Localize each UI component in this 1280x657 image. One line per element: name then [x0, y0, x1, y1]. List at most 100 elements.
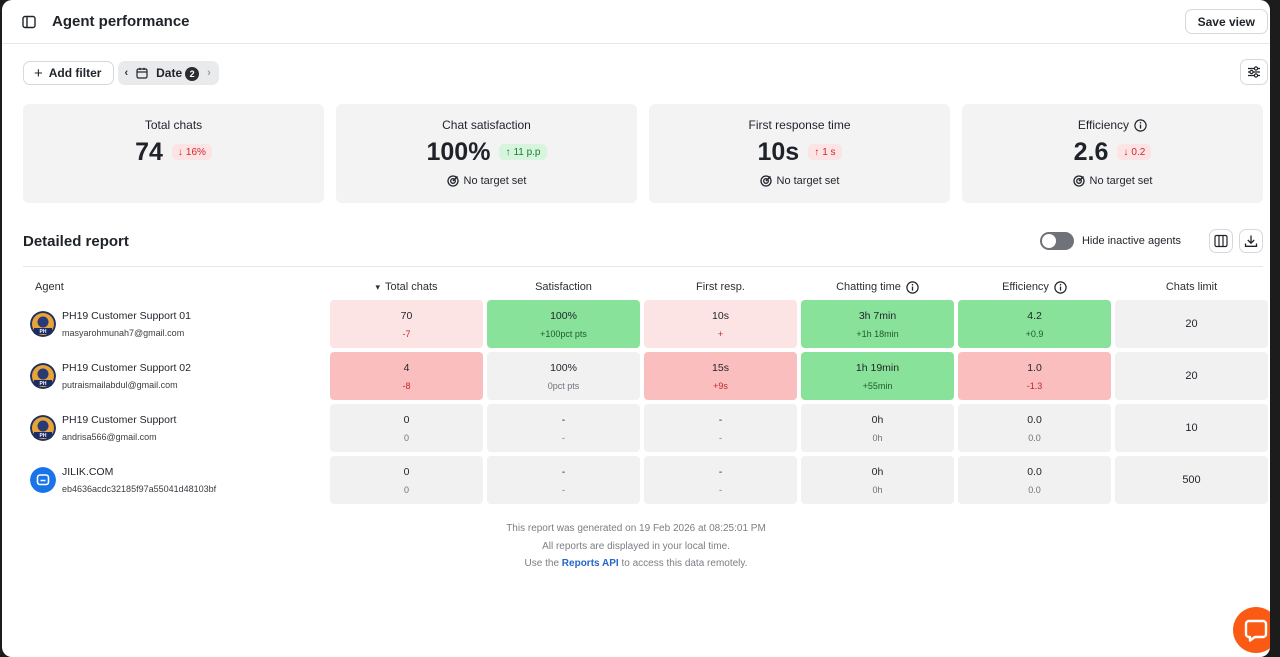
metric-cell-efficiency: 0.0 0.0 [958, 404, 1111, 452]
save-view-button[interactable]: Save view [1184, 9, 1268, 34]
metric-cell-chatting-time: 0h 0h [801, 404, 954, 452]
chat-widget-button[interactable] [1233, 607, 1270, 653]
agent-cell[interactable]: PH PH19 Customer Support 01 masyarohmunah7… [23, 300, 328, 348]
metric-cell-chats-limit: 10 [1115, 404, 1268, 452]
sort-desc-icon: ▾ [375, 281, 380, 292]
metric-change: - [719, 484, 722, 495]
column-header-agent: Agent [23, 281, 328, 293]
table-row: PH PH19 Customer Support 02 putraismailabd… [23, 350, 1270, 402]
metric-value: 1h 19min [855, 361, 900, 374]
chevron-right-icon[interactable]: › [207, 67, 211, 79]
agent-cell[interactable]: PH PH19 Customer Support 02 putraismailabd… [23, 352, 328, 400]
download-icon [1244, 235, 1258, 247]
metric-change: 0.0 [1028, 432, 1041, 443]
metric-value: 0 [403, 465, 410, 478]
avatar: PH [30, 311, 56, 337]
hide-inactive-label: Hide inactive agents [1081, 235, 1181, 247]
metric-cell-first-resp: 15s +9s [644, 352, 797, 400]
local-time-note: All reports are displayed in your local … [542, 540, 730, 552]
table-body: PH PH19 Customer Support 01 masyarohmunah7… [23, 298, 1270, 506]
sliders-icon [1248, 66, 1260, 78]
change-badge: ↓ 0.2 [1117, 144, 1152, 160]
agent-info: PH19 Customer Support 02 putraismailabdul… [62, 362, 191, 390]
metric-change: + [717, 328, 724, 339]
summary-card: Efficiency 2.6 ↓ 0.2 No target set [962, 104, 1263, 203]
sidebar-toggle-icon[interactable] [20, 13, 38, 31]
column-header-efficiency[interactable]: Efficiency [956, 280, 1113, 294]
card-label: Chat satisfaction [442, 118, 531, 132]
metric-change: +0.9 [1025, 328, 1044, 339]
metric-change: 0 [403, 432, 409, 443]
metric-change: 0pct pts [547, 380, 580, 391]
column-header-chatting-time[interactable]: Chatting time [799, 280, 956, 294]
info-icon[interactable] [1134, 118, 1147, 132]
column-header-first-resp[interactable]: First resp. [642, 281, 799, 293]
column-header-total-chats[interactable]: ▾ Total chats [328, 281, 485, 293]
info-icon[interactable] [906, 280, 919, 294]
metric-value: 10s [712, 309, 729, 322]
metric-change: - [719, 432, 722, 443]
column-header-chats-limit[interactable]: Chats limit [1113, 281, 1270, 293]
api-note-suffix: to access this data remotely. [621, 558, 748, 569]
date-filter-text: Date [156, 65, 183, 80]
target-icon [759, 175, 772, 187]
download-button[interactable] [1239, 229, 1263, 253]
target-icon [446, 175, 459, 187]
add-filter-label: Add filter [48, 66, 102, 80]
metric-value: 4 [403, 361, 410, 374]
reports-api-link[interactable]: Reports API [561, 558, 619, 569]
view-settings-button[interactable] [1240, 59, 1268, 85]
chat-bubble-icon [1244, 619, 1268, 642]
metric-change: -7 [402, 328, 411, 339]
card-label-text: Chat satisfaction [442, 118, 531, 132]
metric-value: 0h [871, 413, 884, 426]
agent-name: PH19 Customer Support 01 [62, 310, 191, 322]
metric-cell-efficiency: 0.0 0.0 [958, 456, 1111, 504]
agent-cell[interactable]: PH PH19 Customer Support andrisa566@gmail.… [23, 404, 328, 452]
columns-button[interactable] [1209, 229, 1233, 253]
svg-text:PH: PH [40, 381, 47, 387]
report-tools: Hide inactive agents [1039, 229, 1263, 253]
table-row: PH PH19 Customer Support andrisa566@gmail.… [23, 402, 1270, 454]
summary-card: First response time 10s ↑ 1 s No target set [649, 104, 950, 203]
agent-email: eb4636acdc32185f97a55041d48103bf [62, 484, 217, 494]
chats-limit-value: 20 [1185, 318, 1198, 330]
change-badge: ↑ 1 s [808, 144, 842, 160]
chevron-left-icon[interactable]: ‹ [124, 67, 129, 79]
agent-info: PH19 Customer Support andrisa566@gmail.co… [62, 414, 176, 442]
metric-cell-satisfaction: -- [487, 456, 640, 504]
agent-name: PH19 Customer Support [62, 414, 177, 426]
report-header: Detailed report Hide inactive agents [23, 226, 1263, 256]
metric-value: 0.0 [1027, 465, 1042, 478]
metric-value: 100% [550, 309, 577, 322]
top-bar: Agent performance Save view [2, 0, 1270, 44]
card-label-text: Total chats [144, 118, 203, 132]
metric-cell-satisfaction: 100% +100pct pts [487, 300, 640, 348]
metric-change: +9s [713, 380, 728, 391]
add-filter-button[interactable]: + Add filter [23, 61, 115, 85]
change-value: 1 s [822, 146, 836, 158]
target-text: No target set [776, 175, 840, 187]
metric-value: 0.0 [1027, 413, 1042, 426]
metric-change: +55min [862, 380, 893, 391]
info-icon[interactable] [1054, 280, 1067, 294]
avatar: PH [30, 363, 56, 389]
date-filter-chip[interactable]: ‹ Date 2 › [118, 61, 219, 85]
agent-email: putraismailabdul@gmail.com [62, 380, 178, 390]
metric-change: 0h [872, 484, 883, 495]
bot-avatar [30, 467, 56, 493]
metric-change: 0 [403, 484, 409, 495]
agent-cell[interactable]: JILIK.COM eb4636acdc32185f97a55041d48103b… [23, 456, 328, 504]
metric-value: 0h [871, 465, 884, 478]
metric-cell-satisfaction: -- [487, 404, 640, 452]
summary-card: Chat satisfaction 100% ↑ 11 p.p No target se… [336, 104, 637, 203]
change-value: 0.2 [1131, 146, 1146, 158]
card-value: 74 [135, 137, 163, 166]
report-footer: This report was generated on 19 Feb 2026… [2, 520, 1270, 573]
column-header-satisfaction[interactable]: Satisfaction [485, 281, 642, 293]
generated-note: This report was generated on 19 Feb 2026… [506, 523, 766, 534]
hide-inactive-toggle[interactable] [1039, 232, 1074, 250]
api-note: Use the Reports API to access this data … [2, 555, 1270, 573]
